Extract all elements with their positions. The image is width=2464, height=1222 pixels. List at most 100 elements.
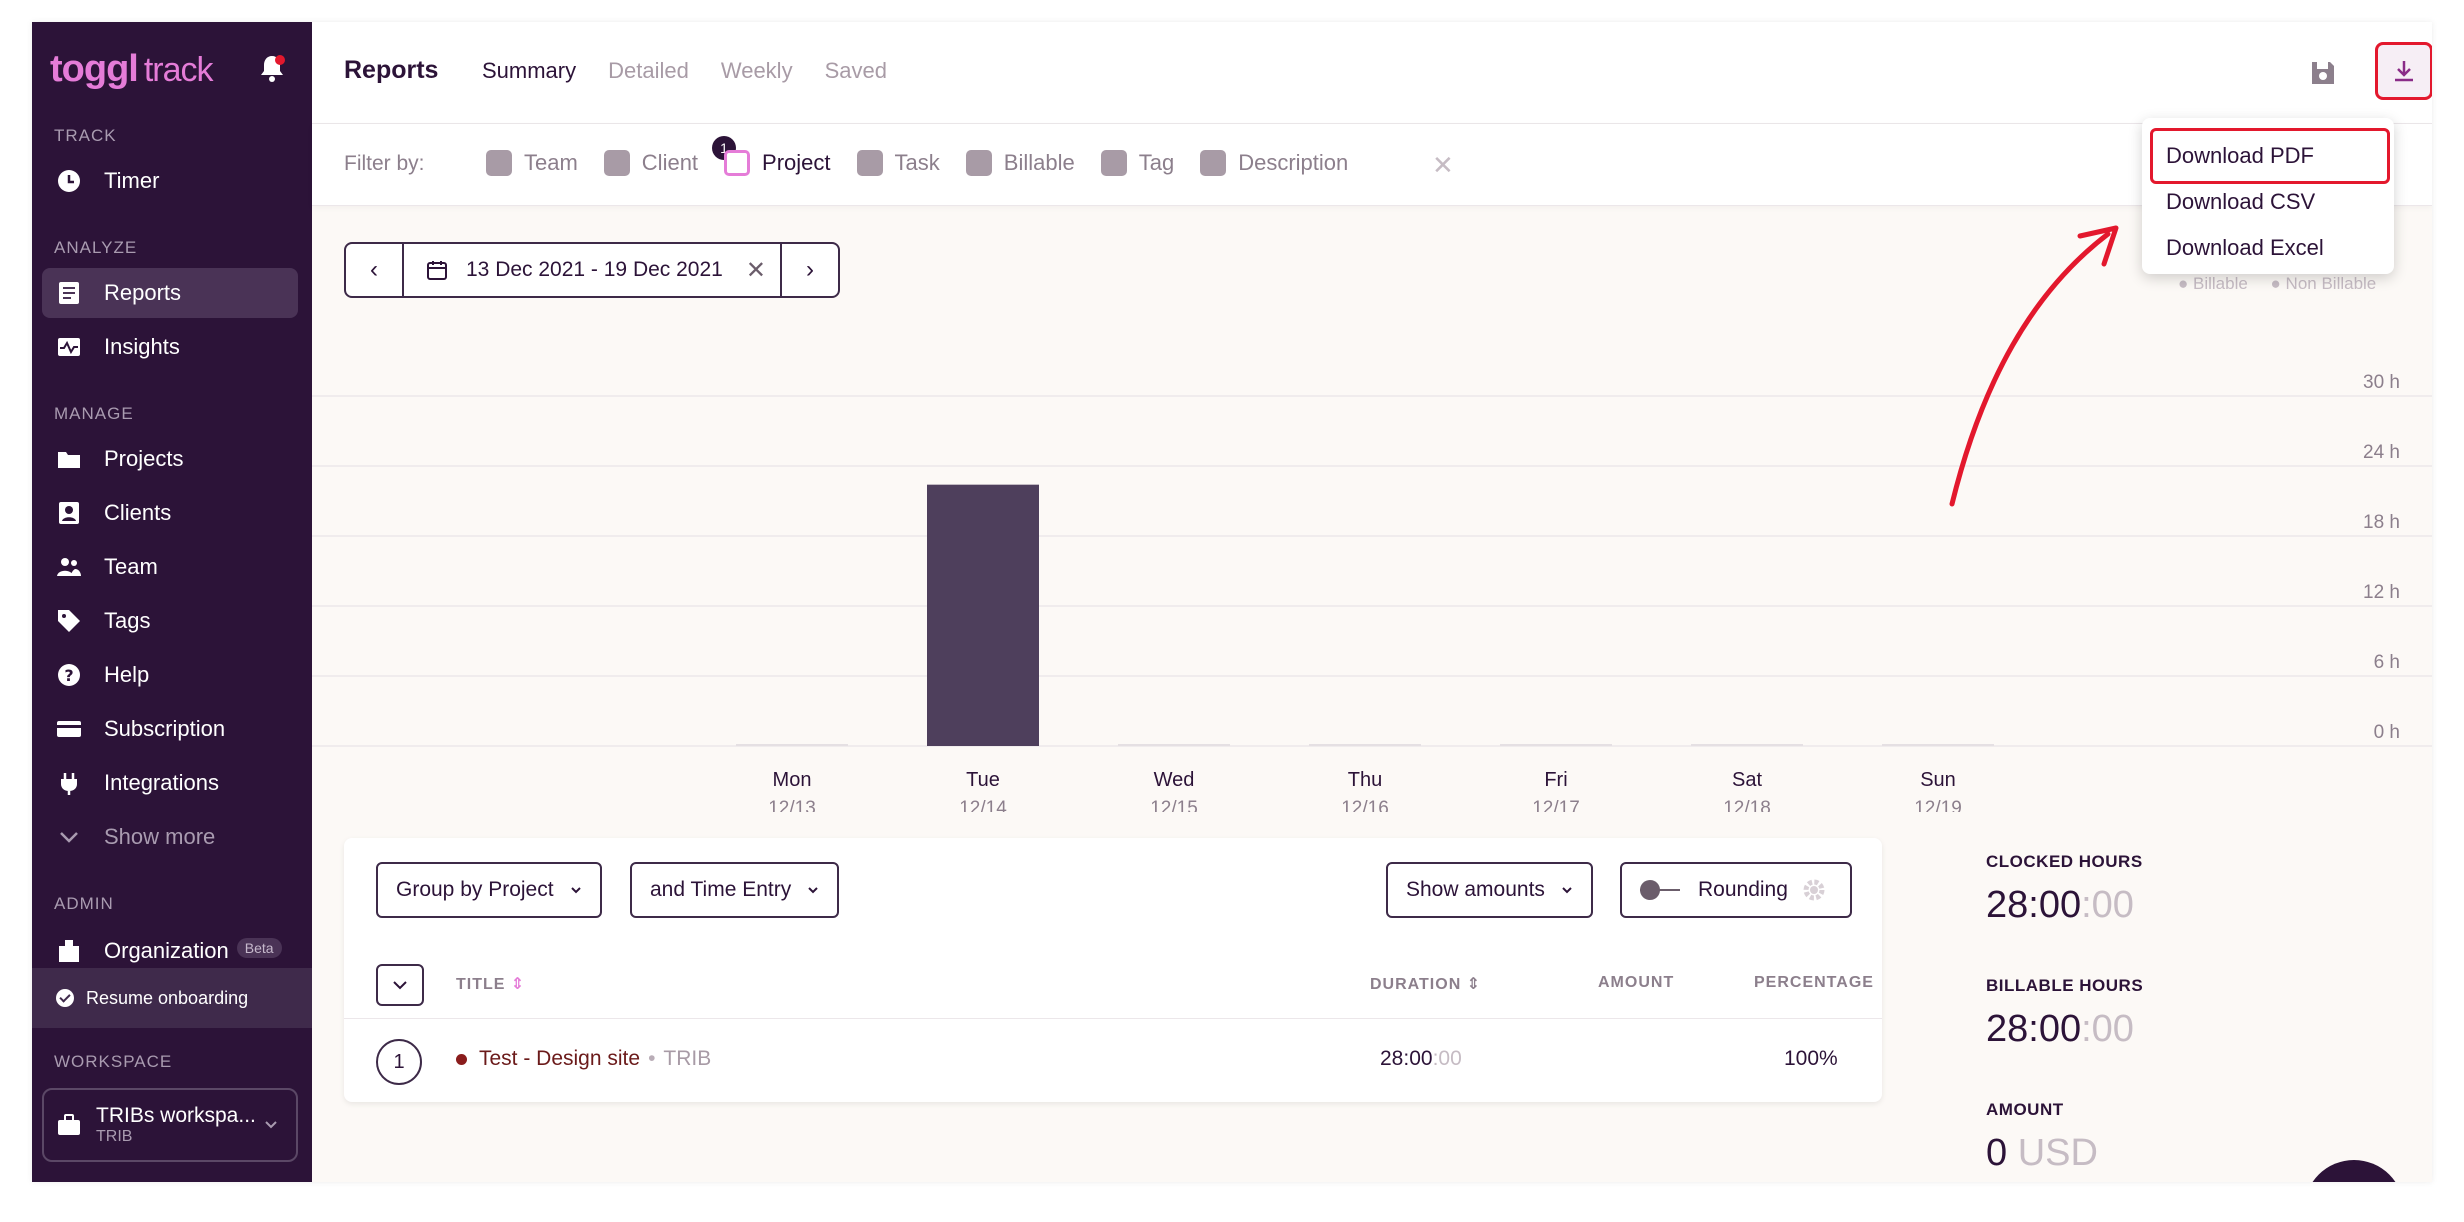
filter-description[interactable]: Description xyxy=(1200,150,1348,176)
download-excel-option[interactable]: Download Excel xyxy=(2166,235,2324,260)
legend-non-billable: ● Non Billable xyxy=(2270,274,2377,293)
clocked-hours-main: 28:00 xyxy=(1986,884,2082,926)
sidebar-item-show-more[interactable]: Show more xyxy=(42,812,298,862)
toggle-switch[interactable] xyxy=(1640,880,1680,900)
resume-onboarding-button[interactable]: Resume onboarding xyxy=(32,968,312,1028)
download-button[interactable] xyxy=(2375,42,2432,100)
workspace-switcher[interactable]: TRIBs workspa... TRIB xyxy=(42,1088,298,1162)
sidebar-item-insights[interactable]: Insights xyxy=(42,322,298,372)
filter-label-tag: Tag xyxy=(1138,150,1175,175)
sidebar-item-tags[interactable]: Tags xyxy=(42,596,298,646)
table-row[interactable]: 1 Test - Design site • TRIB 28:00:00 100… xyxy=(344,1018,1882,1102)
column-title-label: TITLE xyxy=(456,976,506,993)
tab-saved[interactable]: Saved xyxy=(824,58,887,83)
sub-group-select[interactable]: and Time Entry xyxy=(630,862,840,918)
project-color-dot xyxy=(456,1053,467,1065)
chevron-down-icon xyxy=(60,832,78,843)
sidebar-item-timer[interactable]: Timer xyxy=(42,156,298,206)
expand-all-button[interactable] xyxy=(376,964,424,1006)
section-analyze: ANALYZE xyxy=(54,238,138,257)
clock-icon xyxy=(58,170,80,192)
x-tick-date: 12/14 xyxy=(959,798,1007,812)
x-tick-day: Sun xyxy=(1920,769,1956,791)
summary-table-card: Group by Project and Time Entry Show amo… xyxy=(344,838,1882,1102)
date-range-field[interactable]: 13 Dec 2021 - 19 Dec 2021 ✕ xyxy=(402,244,782,296)
toggl-logo[interactable]: toggl track xyxy=(50,48,214,91)
team-icon xyxy=(486,150,512,176)
row-percentage: 100% xyxy=(1784,1047,1838,1070)
sidebar-item-clients[interactable]: Clients xyxy=(42,488,298,538)
insights-icon xyxy=(58,338,80,356)
help-chat-button[interactable] xyxy=(2304,1160,2404,1182)
filter-project[interactable]: 1 Project xyxy=(712,136,831,176)
clear-filters-icon[interactable]: ✕ xyxy=(1432,150,1454,180)
report-icon xyxy=(59,282,79,304)
sidebar-item-projects[interactable]: Projects xyxy=(42,434,298,484)
filter-team[interactable]: Team xyxy=(486,150,578,176)
logo-text-track: track xyxy=(143,51,214,89)
section-workspace: WORKSPACE xyxy=(54,1052,173,1071)
x-tick-day: Sat xyxy=(1732,769,1762,791)
billable-hours-value: 28:00:00 xyxy=(1986,1008,2134,1051)
x-tick-date: 12/16 xyxy=(1341,798,1389,812)
download-csv-option[interactable]: Download CSV xyxy=(2166,189,2316,214)
filter-tag[interactable]: Tag xyxy=(1100,150,1175,176)
filter-billable[interactable]: Billable xyxy=(965,150,1075,176)
tab-weekly[interactable]: Weekly xyxy=(720,58,793,83)
x-tick-date: 12/19 xyxy=(1914,798,1962,812)
tag-icon xyxy=(58,610,80,632)
row-duration: 28:00:00 xyxy=(1380,1047,1462,1071)
bar-mon[interactable] xyxy=(736,744,848,746)
bar-wed[interactable] xyxy=(1118,744,1230,746)
previous-week-button[interactable]: ‹ xyxy=(370,256,378,283)
rounding-toggle[interactable]: Rounding xyxy=(1620,862,1852,918)
filter-label-description: Description xyxy=(1238,150,1349,175)
filter-client[interactable]: Client xyxy=(603,150,698,176)
sidebar-item-label: Integrations xyxy=(104,770,219,795)
column-duration[interactable]: DURATION ⇕ xyxy=(1370,974,1481,994)
legend-billable-label: Billable xyxy=(2193,274,2248,293)
sidebar-item-integrations[interactable]: Integrations xyxy=(42,758,298,808)
bell-icon[interactable] xyxy=(256,52,288,84)
clear-date-icon[interactable]: ✕ xyxy=(745,256,766,284)
bar-tue[interactable] xyxy=(927,484,1039,746)
billable-hours-label: BILLABLE HOURS xyxy=(1986,976,2144,995)
sidebar-item-label: Help xyxy=(104,662,150,687)
show-amounts-select[interactable]: Show amounts xyxy=(1386,862,1593,918)
bar-sat[interactable] xyxy=(1691,744,1803,746)
report-tabs: Summary Detailed Weekly Saved xyxy=(482,58,887,84)
sidebar-item-team[interactable]: Team xyxy=(42,542,298,592)
download-pdf-option[interactable]: Download PDF xyxy=(2166,143,2314,168)
tab-summary[interactable]: Summary xyxy=(482,58,577,83)
workspace-sub: TRIB xyxy=(96,1128,133,1145)
column-title[interactable]: TITLE ⇕ xyxy=(456,974,525,994)
sidebar-item-subscription[interactable]: Subscription xyxy=(42,704,298,754)
y-tick-label: 30 h xyxy=(2363,372,2400,393)
sidebar-item-label: Subscription xyxy=(104,716,226,741)
next-week-button[interactable]: › xyxy=(806,256,814,283)
logo-text: toggl xyxy=(50,48,139,90)
tag-icon xyxy=(1100,150,1127,176)
x-tick-day: Tue xyxy=(966,769,1000,791)
bar-fri[interactable] xyxy=(1500,744,1612,746)
sort-icon: ⇕ xyxy=(510,976,526,993)
sidebar-item-help[interactable]: ? Help xyxy=(42,650,298,700)
x-tick-day: Wed xyxy=(1154,769,1195,791)
save-icon[interactable] xyxy=(2308,58,2338,88)
sidebar-item-reports[interactable]: Reports xyxy=(42,268,298,318)
duration-seconds: :00 xyxy=(1432,1047,1462,1070)
legend-billable: ● Billable xyxy=(2178,274,2248,293)
bar-thu[interactable] xyxy=(1309,744,1421,746)
row-expand-button[interactable]: 1 xyxy=(376,1039,422,1085)
bar-sun[interactable] xyxy=(1882,744,1994,746)
sidebar-item-organization[interactable]: Organization Beta xyxy=(42,928,298,968)
page-title: Reports xyxy=(344,56,439,84)
amount-label: AMOUNT xyxy=(1986,1100,2064,1119)
tab-detailed[interactable]: Detailed xyxy=(608,58,689,83)
client-name: TRIB xyxy=(663,1047,712,1070)
annotation-arrow xyxy=(1949,225,2119,507)
gear-icon[interactable] xyxy=(1802,878,1826,902)
group-by-select[interactable]: Group by Project xyxy=(376,862,602,918)
show-amounts-value: Show amounts xyxy=(1406,878,1545,901)
filter-task[interactable]: Task xyxy=(856,150,940,176)
